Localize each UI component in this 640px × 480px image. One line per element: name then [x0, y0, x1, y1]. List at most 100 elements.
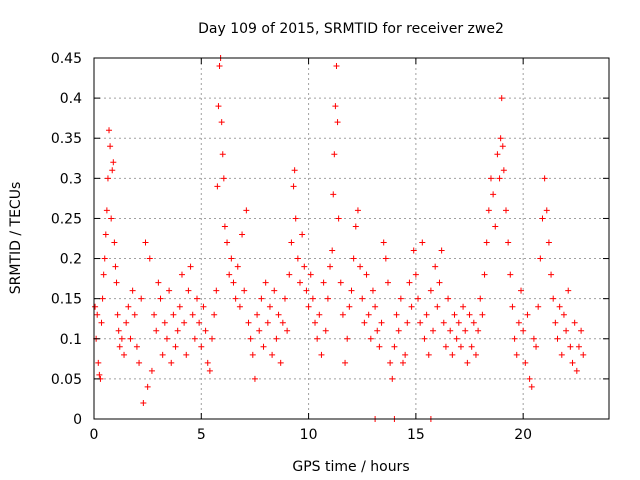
data-point [499, 143, 506, 150]
data-point [479, 311, 486, 318]
data-point [94, 311, 101, 318]
data-point [102, 231, 109, 238]
data-point [116, 343, 123, 350]
data-point [382, 255, 389, 262]
data-point [445, 295, 452, 302]
data-point [376, 343, 383, 350]
data-point [481, 271, 488, 278]
data-point [569, 359, 576, 366]
data-point [114, 311, 121, 318]
tick-labels: 0 5 10 15 20 0 0.05 0.1 0.15 0.2 0.25 0.3 0.35 0.4 0.4… [51, 51, 532, 443]
data-point [563, 327, 570, 334]
data-point [402, 351, 409, 358]
data-point [400, 359, 406, 366]
data-point [430, 327, 437, 334]
data-point [372, 303, 379, 310]
data-point [103, 207, 110, 214]
data-point [183, 351, 190, 358]
y-tick-label: 0.4 [60, 91, 82, 107]
data-point [131, 311, 138, 318]
data-point [151, 311, 158, 318]
data-point [457, 343, 464, 350]
data-point [436, 279, 443, 286]
data-point [342, 359, 349, 366]
data-point [322, 327, 329, 334]
data-point [96, 371, 103, 378]
data-point [330, 191, 337, 198]
data-point [174, 327, 181, 334]
data-point [290, 183, 297, 190]
data-point [369, 287, 376, 294]
x-tick-label: 10 [300, 427, 318, 443]
data-point [115, 327, 122, 334]
data-point [432, 263, 439, 270]
data-point [503, 207, 509, 214]
data-point [354, 207, 361, 214]
data-point [243, 207, 250, 214]
data-point [100, 271, 107, 278]
data-point [221, 223, 228, 230]
data-point [307, 271, 314, 278]
data-point [453, 335, 460, 342]
data-point [178, 271, 185, 278]
data-point [500, 167, 507, 174]
data-point [397, 295, 404, 302]
data-point [543, 207, 550, 214]
data-point [378, 319, 385, 326]
data-point [294, 255, 301, 262]
data-point [161, 319, 168, 326]
data-point [332, 103, 339, 110]
data-point [159, 351, 166, 358]
data-point [449, 351, 456, 358]
data-point [548, 271, 555, 278]
data-point [157, 295, 164, 302]
data-point [417, 319, 424, 326]
data-point [275, 311, 282, 318]
data-point [121, 351, 128, 358]
data-point [209, 335, 216, 342]
data-point [513, 351, 520, 358]
axis-ticks [93, 57, 609, 420]
data-point [406, 279, 413, 286]
data-point [442, 343, 449, 350]
y-tick-label: 0.25 [51, 211, 82, 227]
data-point [350, 255, 357, 262]
y-tick-label: 0.45 [51, 51, 82, 67]
data-point [258, 295, 265, 302]
data-point [515, 319, 522, 326]
data-point [168, 359, 175, 366]
grid [94, 58, 609, 419]
data-point [395, 327, 402, 334]
data-point [528, 383, 535, 390]
data-point [254, 311, 261, 318]
data-point [455, 319, 462, 326]
data-point [112, 263, 119, 270]
y-tick-label: 0.2 [60, 252, 82, 268]
data-point [211, 311, 218, 318]
data-point [127, 335, 134, 342]
data-point [415, 295, 422, 302]
data-point [539, 215, 546, 222]
data-point [111, 239, 118, 246]
data-point [393, 311, 400, 318]
data-point [410, 247, 417, 254]
data-point [560, 311, 567, 318]
data-point [200, 303, 207, 310]
data-point [578, 327, 585, 334]
data-point [487, 175, 494, 182]
data-point [142, 239, 149, 246]
data-point [384, 279, 391, 286]
data-point [558, 351, 565, 358]
data-point [333, 63, 340, 70]
data-point [419, 239, 426, 246]
x-tick-label: 5 [197, 427, 206, 443]
data-point [260, 343, 267, 350]
y-tick-label: 0.35 [51, 131, 82, 147]
data-point [314, 335, 321, 342]
data-point [109, 167, 116, 174]
data-point [421, 335, 428, 342]
data-point [518, 287, 525, 294]
data-point [363, 271, 370, 278]
data-point [204, 359, 211, 366]
data-point [472, 351, 479, 358]
